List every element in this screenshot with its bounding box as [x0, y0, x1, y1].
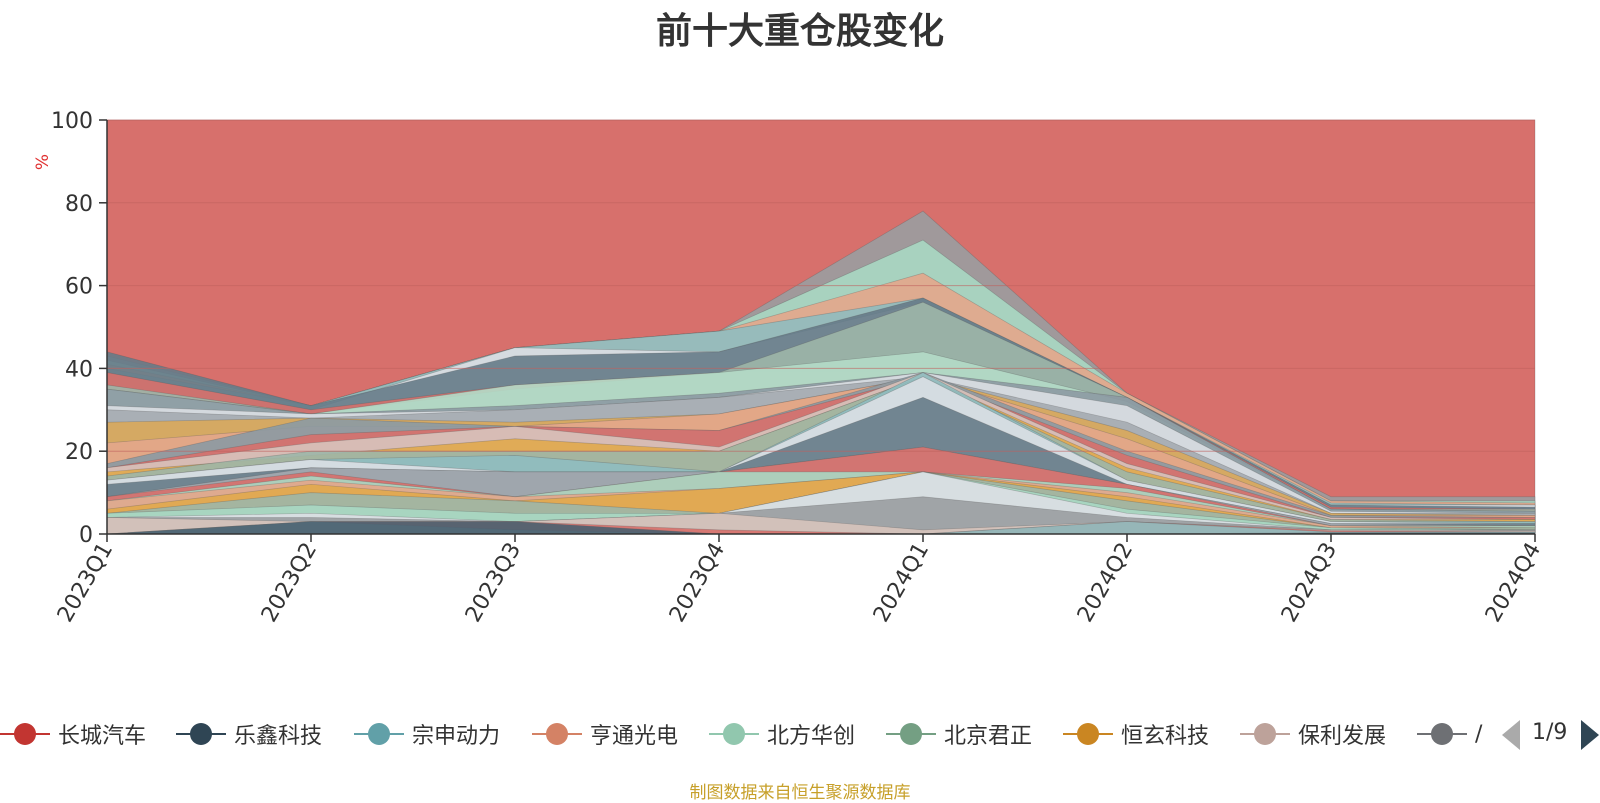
legend-item[interactable]: /: [1417, 716, 1482, 752]
legend-label: 恒玄科技: [1121, 724, 1210, 749]
legend: 长城汽车 乐鑫科技 宗申动力 亨通光电 北方华创 北京君正 恒玄科技 保利发展 /: [0, 716, 1600, 752]
source-note: 制图数据来自恒生聚源数据库: [689, 783, 911, 803]
grid-lines: [107, 119, 1535, 452]
y-tick-label: 0: [79, 523, 93, 548]
chart-plot: 0 20 40 60 80 100 2023Q1 2023Q2 2023Q3 2023Q4 2024…: [33, 109, 1546, 627]
legend-marker-icon: [532, 723, 582, 745]
y-tick-label: 20: [65, 440, 93, 465]
legend-label: 乐鑫科技: [234, 724, 323, 749]
legend-label: 宗申动力: [412, 724, 501, 749]
legend-marker-icon: [1063, 723, 1113, 745]
legend-marker-icon: [176, 723, 226, 745]
legend-item[interactable]: 乐鑫科技: [176, 716, 322, 752]
legend-prev-arrow-icon[interactable]: [1502, 720, 1520, 750]
legend-item[interactable]: 亨通光电: [532, 716, 678, 752]
legend-label: /: [1475, 721, 1483, 747]
x-tick-label: 2024Q1: [869, 539, 934, 627]
legend-marker-icon: [1417, 723, 1467, 745]
legend-label: 保利发展: [1298, 724, 1387, 749]
y-tick-label: 100: [51, 109, 93, 134]
legend-item[interactable]: 长城汽车: [0, 716, 146, 752]
legend-marker-icon: [354, 723, 404, 745]
y-tick-label: 40: [65, 357, 93, 382]
chart-title: 前十大重仓股变化: [655, 11, 944, 52]
area-bands: [106, 119, 1536, 535]
legend-marker-icon: [1240, 723, 1290, 745]
legend-label: 北京君正: [944, 724, 1033, 749]
legend-pager: 1/9: [1500, 718, 1600, 752]
x-tick-label: 2024Q3: [1277, 539, 1342, 627]
x-tick-label: 2023Q3: [461, 539, 526, 627]
x-tick-label: 2024Q4: [1481, 539, 1546, 627]
legend-item[interactable]: 保利发展: [1240, 716, 1386, 752]
legend-page-indicator: 1/9: [1532, 720, 1568, 745]
legend-next-arrow-icon[interactable]: [1581, 720, 1599, 750]
legend-item[interactable]: 恒玄科技: [1063, 716, 1209, 752]
y-axis-label: %: [33, 154, 53, 170]
x-tick-label: 2023Q1: [53, 539, 118, 627]
x-tick-label: 2023Q2: [257, 539, 322, 627]
legend-label: 亨通光电: [590, 724, 679, 749]
y-tick-label: 80: [65, 192, 93, 217]
legend-marker-icon: [886, 723, 936, 745]
legend-marker-icon: [709, 723, 759, 745]
legend-item[interactable]: 宗申动力: [354, 716, 500, 752]
y-tick-label: 60: [65, 275, 93, 300]
legend-label: 长城汽车: [58, 724, 147, 749]
legend-item[interactable]: 北方华创: [709, 716, 855, 752]
legend-marker-icon: [0, 723, 50, 745]
x-tick-label: 2024Q2: [1073, 539, 1138, 627]
legend-label: 北方华创: [767, 724, 856, 749]
x-tick-label: 2023Q4: [665, 539, 730, 627]
legend-item[interactable]: 北京君正: [886, 716, 1032, 752]
